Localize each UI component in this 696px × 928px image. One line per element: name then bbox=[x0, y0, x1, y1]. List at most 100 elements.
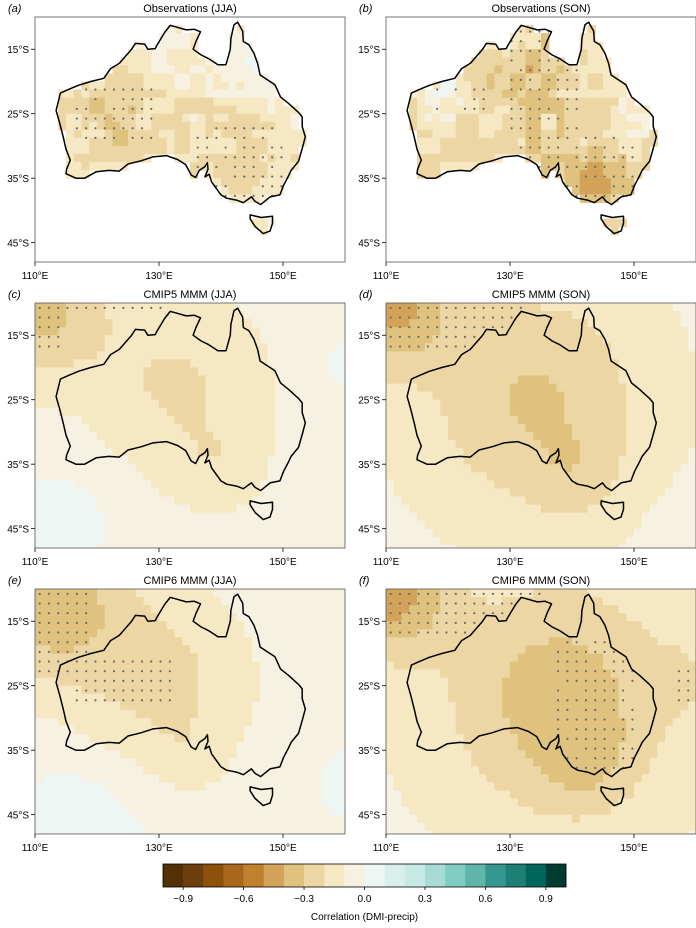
field-cell bbox=[228, 693, 238, 703]
field-cell bbox=[463, 512, 472, 522]
field-cell bbox=[104, 399, 114, 409]
field-cell bbox=[190, 661, 199, 671]
field-cell bbox=[290, 456, 300, 465]
field-cell bbox=[314, 399, 323, 409]
field-cell bbox=[42, 407, 52, 417]
field-cell bbox=[541, 359, 550, 369]
field-cell bbox=[205, 97, 214, 107]
field-cell bbox=[267, 456, 276, 465]
field-cell bbox=[283, 637, 292, 647]
field-cell bbox=[236, 520, 245, 530]
field-cell bbox=[35, 645, 44, 655]
field-cell bbox=[556, 423, 565, 433]
field-cell bbox=[564, 89, 573, 99]
field-cell bbox=[166, 448, 176, 457]
field-cell bbox=[463, 145, 472, 155]
field-cell bbox=[440, 343, 449, 352]
field-cell bbox=[73, 685, 83, 695]
field-cell bbox=[386, 431, 395, 441]
field-cell bbox=[58, 782, 67, 792]
field-cell bbox=[151, 613, 160, 622]
field-cell bbox=[197, 121, 207, 131]
field-cell bbox=[244, 774, 253, 784]
field-cell bbox=[244, 162, 253, 171]
field-cell bbox=[190, 391, 199, 401]
field-cell bbox=[610, 351, 620, 361]
field-cell bbox=[143, 319, 152, 328]
field-cell bbox=[479, 351, 488, 361]
field-cell bbox=[494, 391, 503, 401]
field-cell bbox=[337, 774, 345, 784]
field-cell bbox=[50, 367, 59, 377]
field-cell bbox=[151, 520, 160, 530]
field-cell bbox=[236, 456, 245, 465]
field-cell bbox=[112, 335, 121, 344]
field-cell bbox=[314, 440, 323, 449]
significance-dot bbox=[103, 306, 106, 309]
field-cell bbox=[401, 423, 410, 433]
field-cell bbox=[486, 137, 496, 147]
field-cell bbox=[252, 790, 261, 800]
field-cell bbox=[135, 113, 145, 123]
field-cell bbox=[424, 456, 434, 465]
field-cell bbox=[66, 512, 75, 522]
field-cell bbox=[159, 528, 168, 538]
field-cell bbox=[182, 701, 191, 711]
field-cell bbox=[517, 145, 527, 155]
field-cell bbox=[236, 178, 245, 187]
field-cell bbox=[329, 621, 338, 630]
field-cell bbox=[386, 383, 395, 393]
field-cell bbox=[50, 822, 59, 832]
field-cell bbox=[409, 375, 418, 385]
field-cell bbox=[618, 431, 627, 441]
field-cell bbox=[603, 178, 612, 187]
field-cell bbox=[128, 423, 137, 433]
field-cell bbox=[42, 645, 52, 655]
field-cell bbox=[626, 464, 635, 473]
field-cell bbox=[494, 504, 503, 514]
field-cell bbox=[151, 830, 160, 834]
field-cell bbox=[579, 57, 589, 66]
significance-dot bbox=[398, 306, 402, 309]
field-cell bbox=[267, 448, 276, 457]
field-cell bbox=[159, 504, 168, 514]
correlation-field bbox=[386, 303, 696, 548]
field-cell bbox=[603, 154, 612, 163]
field-cell bbox=[548, 399, 558, 409]
field-cell bbox=[314, 488, 323, 498]
field-cell bbox=[337, 605, 345, 614]
field-cell bbox=[541, 343, 550, 352]
field-cell bbox=[120, 456, 129, 465]
field-cell bbox=[306, 423, 315, 433]
field-cell bbox=[97, 645, 106, 655]
field-cell bbox=[471, 536, 480, 546]
significance-dot bbox=[261, 185, 264, 188]
field-cell bbox=[35, 629, 44, 638]
field-cell bbox=[182, 653, 191, 663]
field-cell bbox=[50, 464, 59, 473]
field-cell bbox=[244, 97, 253, 107]
field-cell bbox=[120, 693, 129, 703]
field-cell bbox=[50, 669, 59, 679]
field-cell bbox=[401, 367, 410, 377]
field-cell bbox=[97, 407, 106, 417]
field-cell bbox=[564, 145, 573, 155]
field-cell bbox=[221, 782, 230, 792]
field-cell bbox=[688, 415, 696, 425]
field-cell bbox=[479, 137, 488, 147]
field-cell bbox=[228, 629, 238, 638]
significance-dot bbox=[75, 117, 78, 120]
field-cell bbox=[283, 464, 292, 473]
field-cell bbox=[213, 621, 222, 630]
field-cell bbox=[205, 162, 214, 171]
field-cell bbox=[213, 669, 222, 679]
field-cell bbox=[548, 367, 558, 377]
field-cell bbox=[556, 359, 565, 369]
significance-dot bbox=[224, 146, 227, 149]
field-cell bbox=[337, 709, 345, 719]
field-cell bbox=[166, 504, 176, 514]
field-cell bbox=[244, 137, 253, 147]
field-cell bbox=[182, 423, 191, 433]
field-cell bbox=[81, 375, 90, 385]
field-cell bbox=[197, 814, 207, 824]
